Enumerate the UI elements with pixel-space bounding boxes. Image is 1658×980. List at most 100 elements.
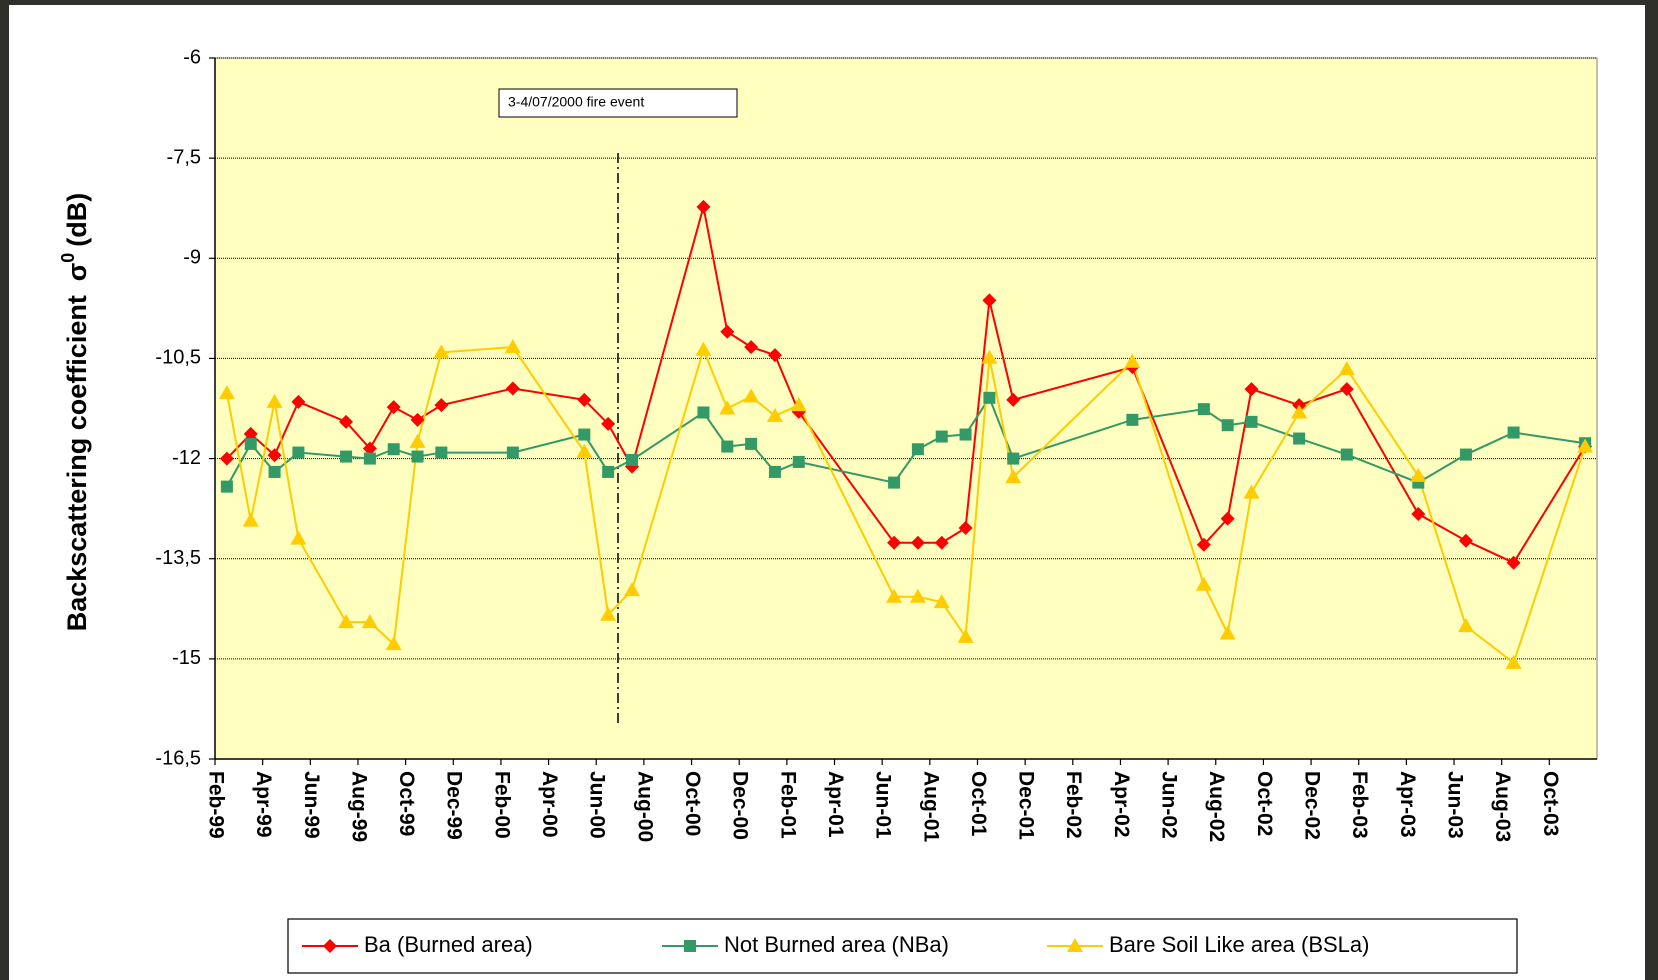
data-point: [340, 450, 353, 463]
x-tick-label: Oct-99: [395, 771, 418, 836]
data-point: [290, 530, 307, 545]
data-point: [244, 437, 257, 450]
data-point: [504, 339, 521, 354]
data-point: [625, 453, 638, 466]
x-tick-label: Apr-01: [824, 771, 847, 838]
data-point: [1506, 555, 1521, 570]
data-point: [601, 416, 616, 431]
y-tick-label: -6: [183, 46, 201, 68]
data-point: [695, 341, 712, 356]
data-point: [577, 392, 592, 407]
data-point: [1197, 403, 1210, 416]
y-label-unit: (dB): [62, 193, 92, 247]
x-tick-label: Dec-99: [443, 771, 466, 840]
x-tick-label: Jun-03: [1443, 771, 1466, 839]
data-point: [744, 340, 759, 355]
y-label-text: Backscattering coefficient: [62, 295, 92, 631]
data-point: [792, 455, 805, 468]
x-tick-label: Apr-02: [1110, 771, 1133, 838]
x-tick-label: Jun-00: [586, 771, 609, 839]
data-point: [1410, 467, 1427, 482]
x-tick-label: Aug-99: [347, 771, 370, 842]
data-point: [981, 349, 998, 364]
y-tick-label: -9: [183, 247, 201, 269]
data-point: [767, 348, 782, 363]
data-point: [721, 440, 734, 453]
annotation: 3-4/07/2000 fire event: [508, 94, 644, 110]
data-point: [1006, 392, 1021, 407]
x-tick-label: Aug-01: [919, 771, 942, 842]
data-point: [1459, 448, 1472, 461]
x-tick-label: Aug-03: [1491, 771, 1514, 842]
data-point: [720, 324, 735, 339]
y-axis-label: Backscattering coefficient σ0 (dB): [58, 193, 92, 632]
data-point: [1219, 625, 1236, 640]
data-point: [935, 430, 948, 443]
data-point: [1124, 353, 1141, 368]
data-point: [602, 465, 615, 478]
data-point: [1577, 438, 1594, 453]
data-point: [339, 414, 354, 429]
data-point: [1505, 654, 1522, 669]
y-tick-label: -10,5: [155, 347, 201, 369]
data-point: [982, 293, 997, 308]
x-tick-label: Dec-02: [1301, 771, 1324, 840]
x-tick-label: Dec-00: [729, 771, 752, 840]
data-point: [1339, 382, 1354, 397]
data-point: [1221, 419, 1234, 432]
x-tick-label: Aug-02: [1205, 771, 1228, 842]
x-tick-label: Feb-00: [490, 771, 513, 839]
data-point: [292, 446, 305, 459]
data-point: [267, 448, 282, 463]
data-point: [958, 521, 973, 536]
data-point: [411, 450, 424, 463]
x-tick-label: Feb-99: [204, 771, 227, 839]
x-tick-label: Jun-02: [1158, 771, 1181, 839]
y-tick-label: -12: [172, 447, 201, 469]
data-point: [934, 535, 949, 550]
data-point: [887, 535, 902, 550]
x-tick-label: Jun-01: [872, 771, 895, 839]
data-point: [1196, 537, 1211, 552]
x-tick-label: Jun-99: [300, 771, 323, 839]
data-point: [435, 446, 448, 459]
x-tick-label: Aug-00: [633, 771, 656, 842]
data-point: [766, 407, 783, 422]
x-tick-label: Feb-01: [776, 771, 799, 839]
data-point: [506, 446, 519, 459]
x-tick-label: Oct-02: [1253, 771, 1276, 836]
data-point: [790, 397, 807, 412]
data-point: [1007, 452, 1020, 465]
data-point: [959, 428, 972, 441]
plot-area: [214, 57, 1598, 760]
data-point: [266, 393, 283, 408]
y-tick-label: -16,5: [155, 747, 201, 769]
legend-marker: [323, 939, 337, 953]
data-point: [243, 426, 258, 441]
series-line: [225, 346, 1587, 665]
data-point: [1340, 448, 1353, 461]
data-point: [1507, 426, 1520, 439]
data-point: [386, 400, 401, 415]
legend-marker: [684, 940, 696, 952]
data-point: [385, 636, 402, 651]
data-point: [268, 465, 281, 478]
legend-label: Bare Soil Like area (BSLa): [1109, 932, 1369, 957]
data-point: [886, 588, 903, 603]
data-point: [338, 614, 355, 629]
data-point: [219, 451, 234, 466]
data-point: [600, 606, 617, 621]
data-point: [1338, 361, 1355, 376]
y-label-symbol: σ: [62, 263, 92, 281]
x-tick-label: Feb-02: [1062, 771, 1085, 839]
legend-label: Ba (Burned area): [364, 932, 533, 957]
data-point: [1411, 506, 1426, 521]
series-line: [226, 206, 1586, 565]
series-line: [226, 395, 1586, 488]
data-point: [1245, 415, 1258, 428]
y-label-superscript: 0: [58, 253, 78, 263]
data-point: [910, 535, 925, 550]
data-point: [743, 388, 760, 403]
data-point: [387, 443, 400, 456]
